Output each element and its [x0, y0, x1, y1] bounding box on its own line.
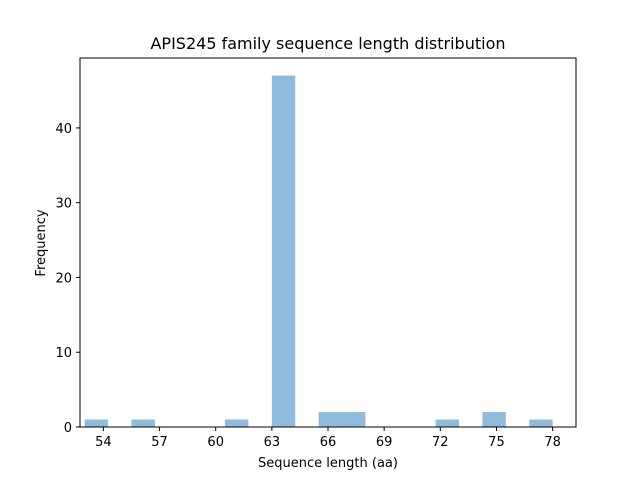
histogram-bar: [225, 419, 249, 427]
y-tick-label: 30: [55, 197, 72, 212]
chart-title: APIS245 family sequence length distribut…: [150, 34, 505, 53]
histogram-bar: [529, 419, 553, 427]
y-tick-label: 20: [55, 271, 72, 286]
x-axis-label: Sequence length (aa): [258, 456, 398, 471]
x-tick-label: 72: [432, 435, 449, 450]
histogram-bar: [482, 412, 506, 427]
x-tick-label: 75: [488, 435, 505, 450]
y-axis-label: Frequency: [34, 209, 49, 276]
histogram-bar: [84, 419, 109, 427]
y-axis-ticks: 0 10 20 30 40: [55, 122, 80, 436]
y-tick-label: 10: [55, 346, 72, 361]
y-tick-label: 0: [64, 421, 72, 436]
histogram-bar: [131, 419, 155, 427]
plot-frame: [79, 57, 577, 428]
y-tick-label: 40: [55, 122, 72, 137]
x-tick-label: 60: [207, 435, 224, 450]
x-axis-ticks: 54 57 60 63 66 69 72 75 78: [95, 427, 561, 450]
x-tick-label: 66: [320, 435, 337, 450]
x-tick-label: 57: [151, 435, 168, 450]
histogram-bar: [318, 412, 343, 427]
bars-group: [84, 75, 553, 427]
x-tick-label: 54: [95, 435, 112, 450]
histogram-bar: [435, 419, 460, 427]
histogram-bar: [342, 412, 366, 427]
x-tick-label: 63: [264, 435, 281, 450]
x-tick-label: 78: [544, 435, 561, 450]
x-tick-label: 69: [376, 435, 393, 450]
histogram-bar: [271, 75, 296, 427]
